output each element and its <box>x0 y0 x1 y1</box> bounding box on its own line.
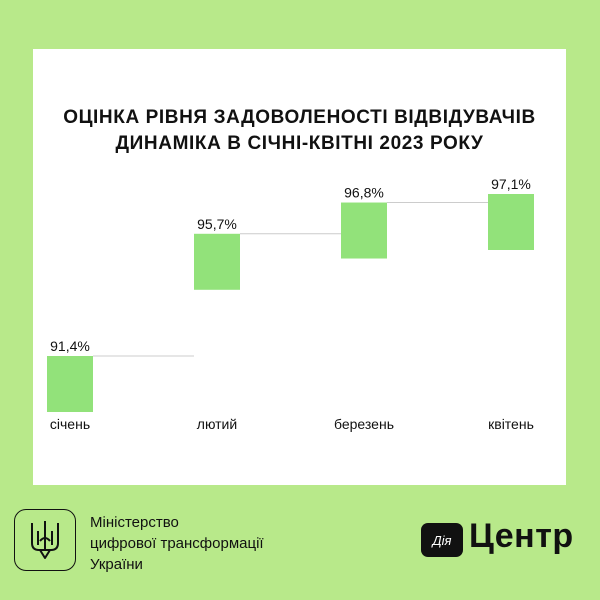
ministry-line-1: Міністерство <box>90 514 179 531</box>
ministry-line-2: цифрової трансформації <box>90 535 264 552</box>
data-label: 95,7% <box>197 216 237 232</box>
category-label: лютий <box>197 416 237 432</box>
bar <box>47 356 93 412</box>
data-label: 96,8% <box>344 185 384 201</box>
chart-title: ОЦІНКА РІВНЯ ЗАДОВОЛЕНОСТІ ВІДВІДУВАЧІВ … <box>33 105 566 157</box>
chart-title-line-1: ОЦІНКА РІВНЯ ЗАДОВОЛЕНОСТІ ВІДВІДУВАЧІВ <box>63 107 536 128</box>
trident-icon <box>14 509 76 571</box>
category-label: січень <box>50 416 90 432</box>
chart-title-line-2: ДИНАМІКА В СІЧНІ-КВІТНІ 2023 РОКУ <box>115 133 484 154</box>
waterfall-chart: 91,4% січень 95,7% лютий 96,8% березень 97,1% к… <box>47 176 534 432</box>
category-label: квітень <box>488 416 534 432</box>
brand-centr: Центр <box>469 517 574 555</box>
bar <box>488 194 534 250</box>
footer: Міністерство цифрової трансформації Укра… <box>0 495 600 600</box>
data-label: 91,4% <box>50 338 90 354</box>
bar <box>194 233 240 290</box>
ministry-line-3: України <box>90 556 143 573</box>
category-label: березень <box>334 416 394 432</box>
ministry-name: Міністерство цифрової трансформації Укра… <box>90 512 264 575</box>
bar <box>341 202 387 259</box>
chart-card: ОЦІНКА РІВНЯ ЗАДОВОЛЕНОСТІ ВІДВІДУВАЧІВ … <box>33 49 566 485</box>
diia-badge: Дія <box>421 523 463 557</box>
data-label: 97,1% <box>491 176 531 192</box>
